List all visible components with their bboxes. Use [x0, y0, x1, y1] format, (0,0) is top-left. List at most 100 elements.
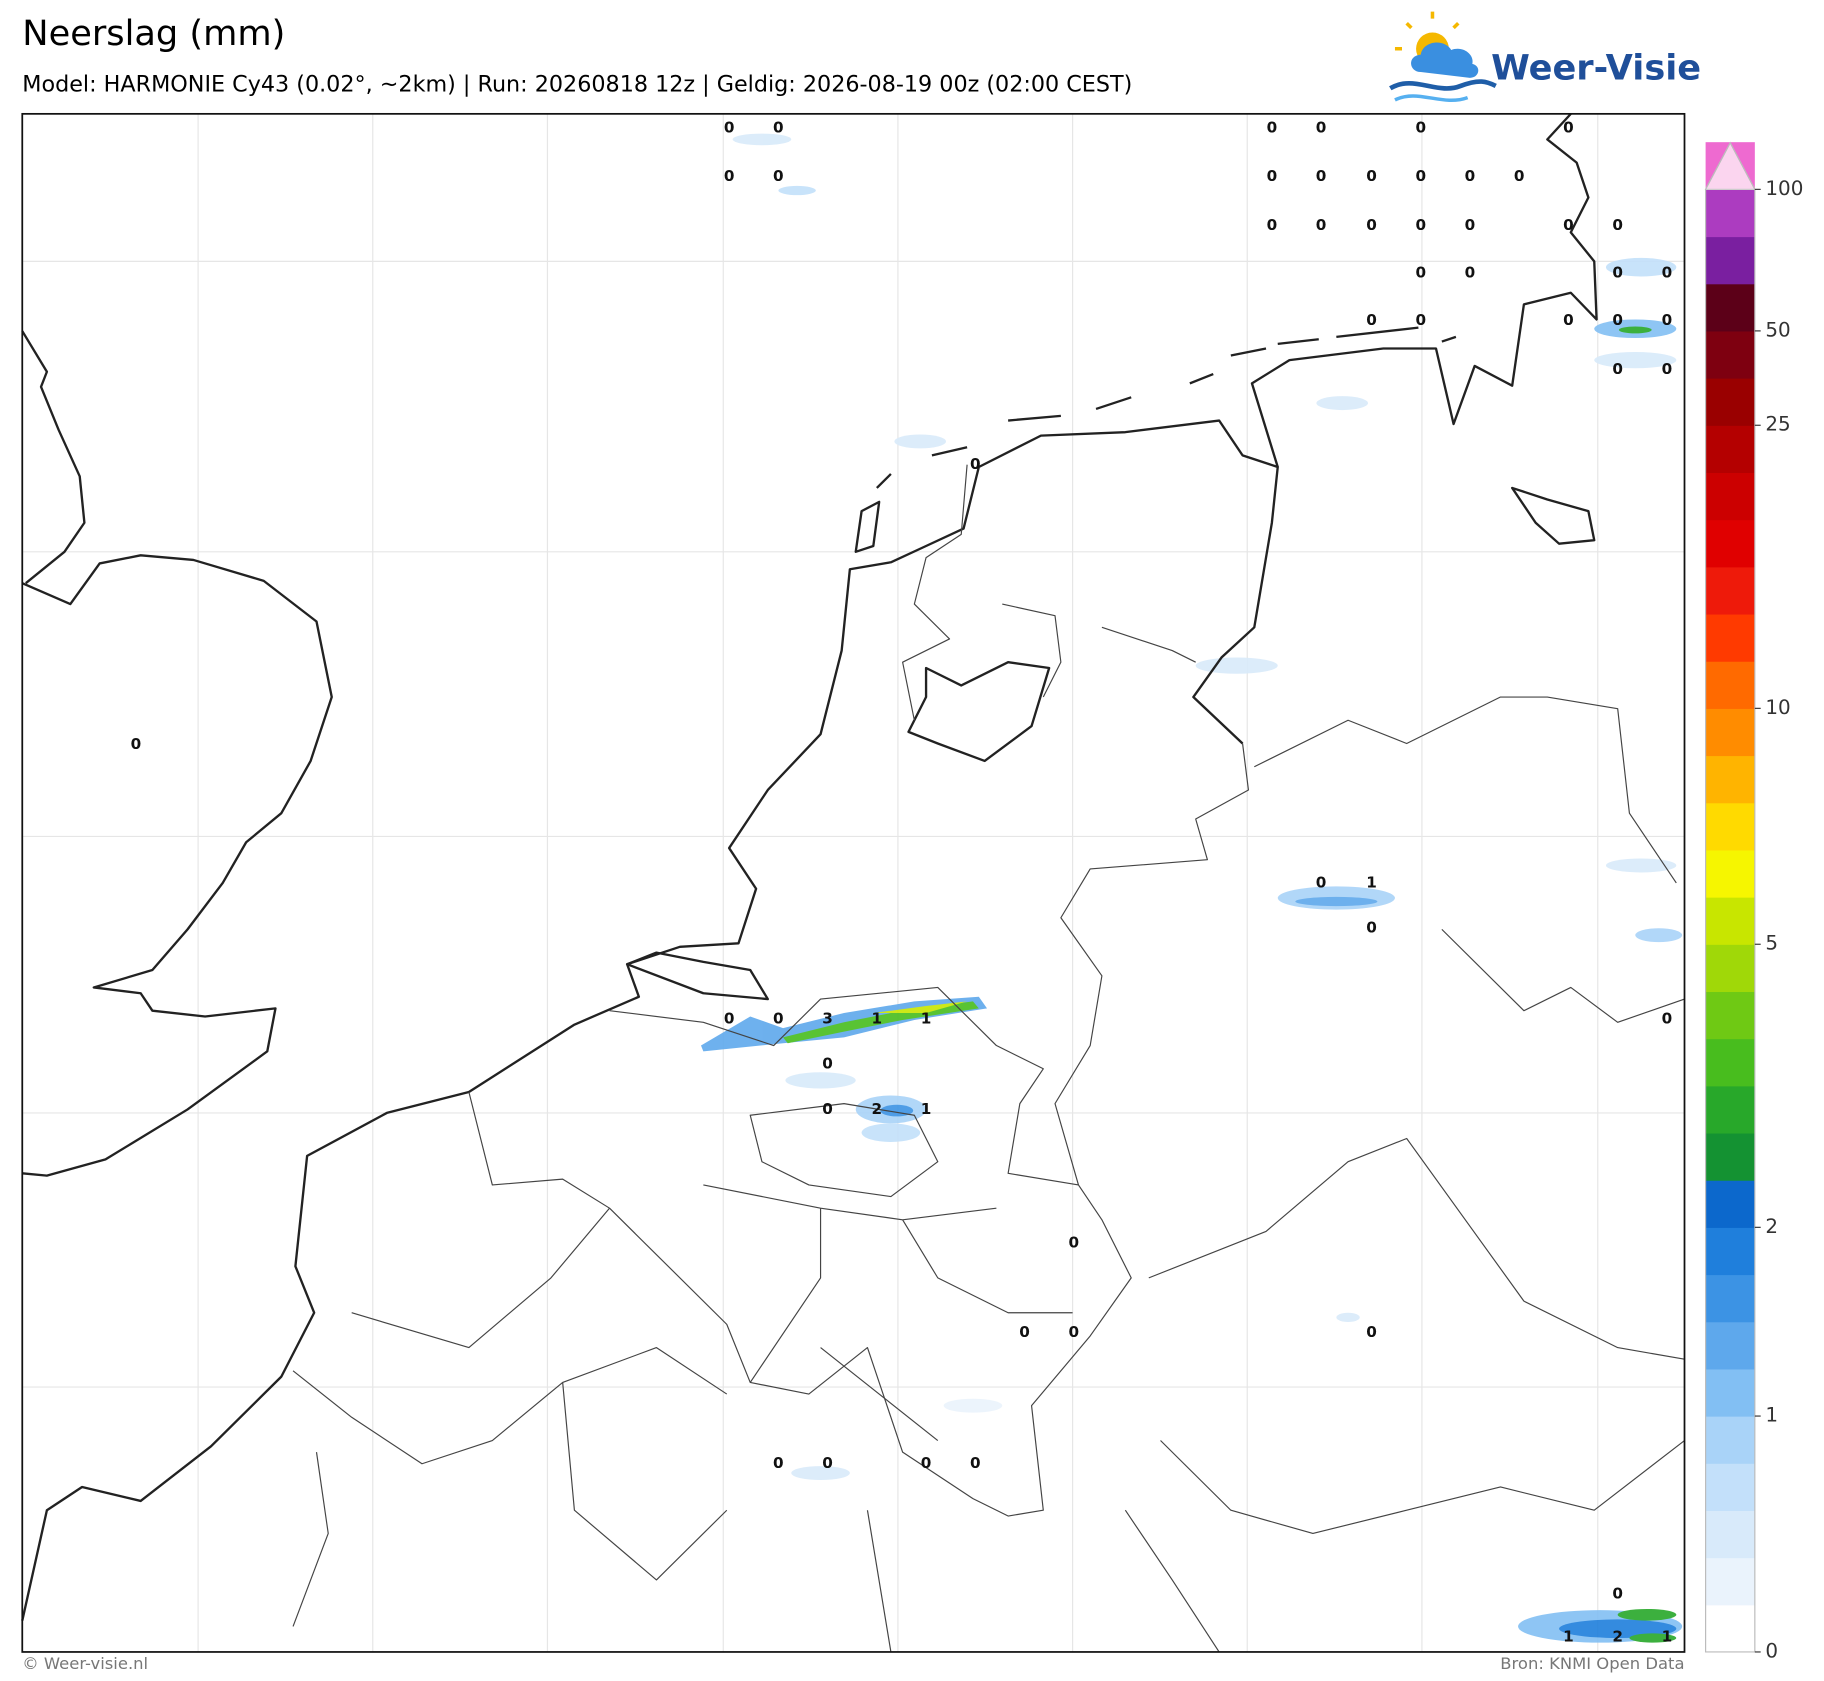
- point-value: 0: [1612, 311, 1623, 329]
- point-value: 0: [1267, 118, 1278, 136]
- borders: [292, 464, 1685, 1653]
- colorbar-tick-label: 50: [1765, 318, 1790, 341]
- colorbar-band: [1705, 425, 1755, 474]
- point-value: 0: [1465, 264, 1476, 282]
- point-value: 0: [1068, 1234, 1079, 1252]
- point-value: 0: [131, 735, 142, 753]
- logo-text: Weer-Visie: [1491, 49, 1701, 89]
- footer-left: © Weer-visie.nl: [22, 1654, 148, 1673]
- point-value: 0: [1563, 118, 1574, 136]
- footer-right: Bron: KNMI Open Data: [1500, 1654, 1684, 1673]
- point-value: 0: [1316, 118, 1327, 136]
- point-value: 0: [1267, 216, 1278, 234]
- colorbar-outline: [1705, 141, 1756, 1653]
- colorbar-band: [1705, 1416, 1755, 1464]
- point-value: 3: [822, 1009, 833, 1027]
- point-value: 1: [921, 1009, 932, 1027]
- point-value: 0: [773, 167, 784, 185]
- point-value: 1: [1366, 873, 1377, 891]
- colorbar-band: [1705, 1463, 1755, 1511]
- colorbar-tick-label: 0: [1765, 1640, 1778, 1663]
- colorbar-band: [1705, 897, 1755, 945]
- map-area: [22, 113, 1685, 1652]
- colorbar-band: [1705, 1038, 1755, 1087]
- coastlines: [21, 113, 1598, 1621]
- colorbar-band: [1705, 519, 1755, 568]
- colorbar-band: [1705, 1321, 1755, 1370]
- point-value: 0: [1316, 167, 1327, 185]
- colorbar-band: [1705, 189, 1755, 238]
- point-value: 0: [921, 1454, 932, 1472]
- point-value: 0: [1563, 216, 1574, 234]
- point-values: 0 0 0 0 0 0 0 0 0 0 0 0 0 0 0 0 0 0 0 0 0 0 0 0 0 0 0 0 0 0 0 0 0 0 0 1 0 0 0 0…: [131, 118, 1673, 1645]
- point-value: 0: [773, 118, 784, 136]
- point-value: 0: [970, 1454, 981, 1472]
- colorbar-band: [1705, 802, 1755, 851]
- point-value: 0: [1612, 360, 1623, 378]
- colorbar-band: [1705, 1557, 1755, 1606]
- graticule: [22, 113, 1685, 1652]
- logo: Weer-Visie: [1389, 11, 1701, 103]
- point-value: 0: [1366, 167, 1377, 185]
- point-value: 1: [1563, 1627, 1574, 1645]
- point-value: 2: [872, 1100, 883, 1118]
- point-value: 0: [773, 1009, 784, 1027]
- point-value: 0: [1068, 1323, 1079, 1341]
- point-value: 1: [1662, 1627, 1673, 1645]
- point-value: 0: [1366, 216, 1377, 234]
- colorbar-band: [1705, 661, 1755, 709]
- colorbar-band: [1705, 1132, 1755, 1181]
- point-value: 0: [1366, 919, 1377, 937]
- point-value: 0: [1366, 311, 1377, 329]
- colorbar-band: [1705, 1180, 1755, 1228]
- point-value: 1: [921, 1100, 932, 1118]
- point-value: 0: [970, 455, 981, 473]
- colorbar-band: [1705, 283, 1755, 332]
- subtitle: Model: HARMONIE Cy43 (0.02°, ~2km) | Run…: [22, 71, 1132, 97]
- point-value: 0: [1267, 167, 1278, 185]
- colorbar-band: [1705, 1227, 1755, 1276]
- point-value: 0: [822, 1454, 833, 1472]
- colorbar-band: [1705, 613, 1755, 662]
- point-value: 0: [1415, 216, 1426, 234]
- point-value: 0: [1415, 264, 1426, 282]
- point-value: 0: [724, 1009, 735, 1027]
- point-value: 0: [822, 1100, 833, 1118]
- colorbar-band: [1705, 944, 1755, 993]
- colorbar-band: [1705, 472, 1755, 521]
- point-value: 0: [1415, 311, 1426, 329]
- title: Neerslag (mm): [22, 14, 285, 54]
- point-value: 0: [1662, 1009, 1673, 1027]
- point-value: 0: [1563, 311, 1574, 329]
- colorbar-tick-label: 2: [1765, 1215, 1778, 1238]
- colorbar-band: [1705, 1274, 1755, 1323]
- colorbar-band: [1705, 1368, 1755, 1417]
- point-value: 0: [1316, 216, 1327, 234]
- point-value: 0: [1019, 1323, 1030, 1341]
- colorbar-band: [1705, 236, 1755, 285]
- colorbar-band: [1705, 378, 1755, 426]
- point-value: 0: [1612, 264, 1623, 282]
- colorbar-tick-label: 100: [1765, 177, 1803, 200]
- point-value: 0: [1514, 167, 1525, 185]
- colorbar-band: [1705, 1604, 1755, 1653]
- colorbar-tick-label: 5: [1765, 932, 1778, 955]
- colorbar-band: [1705, 330, 1755, 379]
- point-value: 0: [773, 1454, 784, 1472]
- point-value: 0: [724, 167, 735, 185]
- point-value: 0: [1662, 360, 1673, 378]
- colorbar-band: [1705, 1510, 1755, 1559]
- precipitation-areas: [700, 133, 1683, 1643]
- point-value: 0: [1662, 311, 1673, 329]
- point-value: 1: [872, 1009, 883, 1027]
- colorbar-band: [1705, 849, 1755, 898]
- point-value: 0: [1662, 264, 1673, 282]
- colorbar-band: [1705, 991, 1755, 1040]
- point-value: 0: [1316, 873, 1327, 891]
- point-value: 0: [1366, 1323, 1377, 1341]
- colorbar-tick-label: 10: [1765, 696, 1790, 719]
- point-value: 0: [724, 118, 735, 136]
- point-value: 0: [1415, 118, 1426, 136]
